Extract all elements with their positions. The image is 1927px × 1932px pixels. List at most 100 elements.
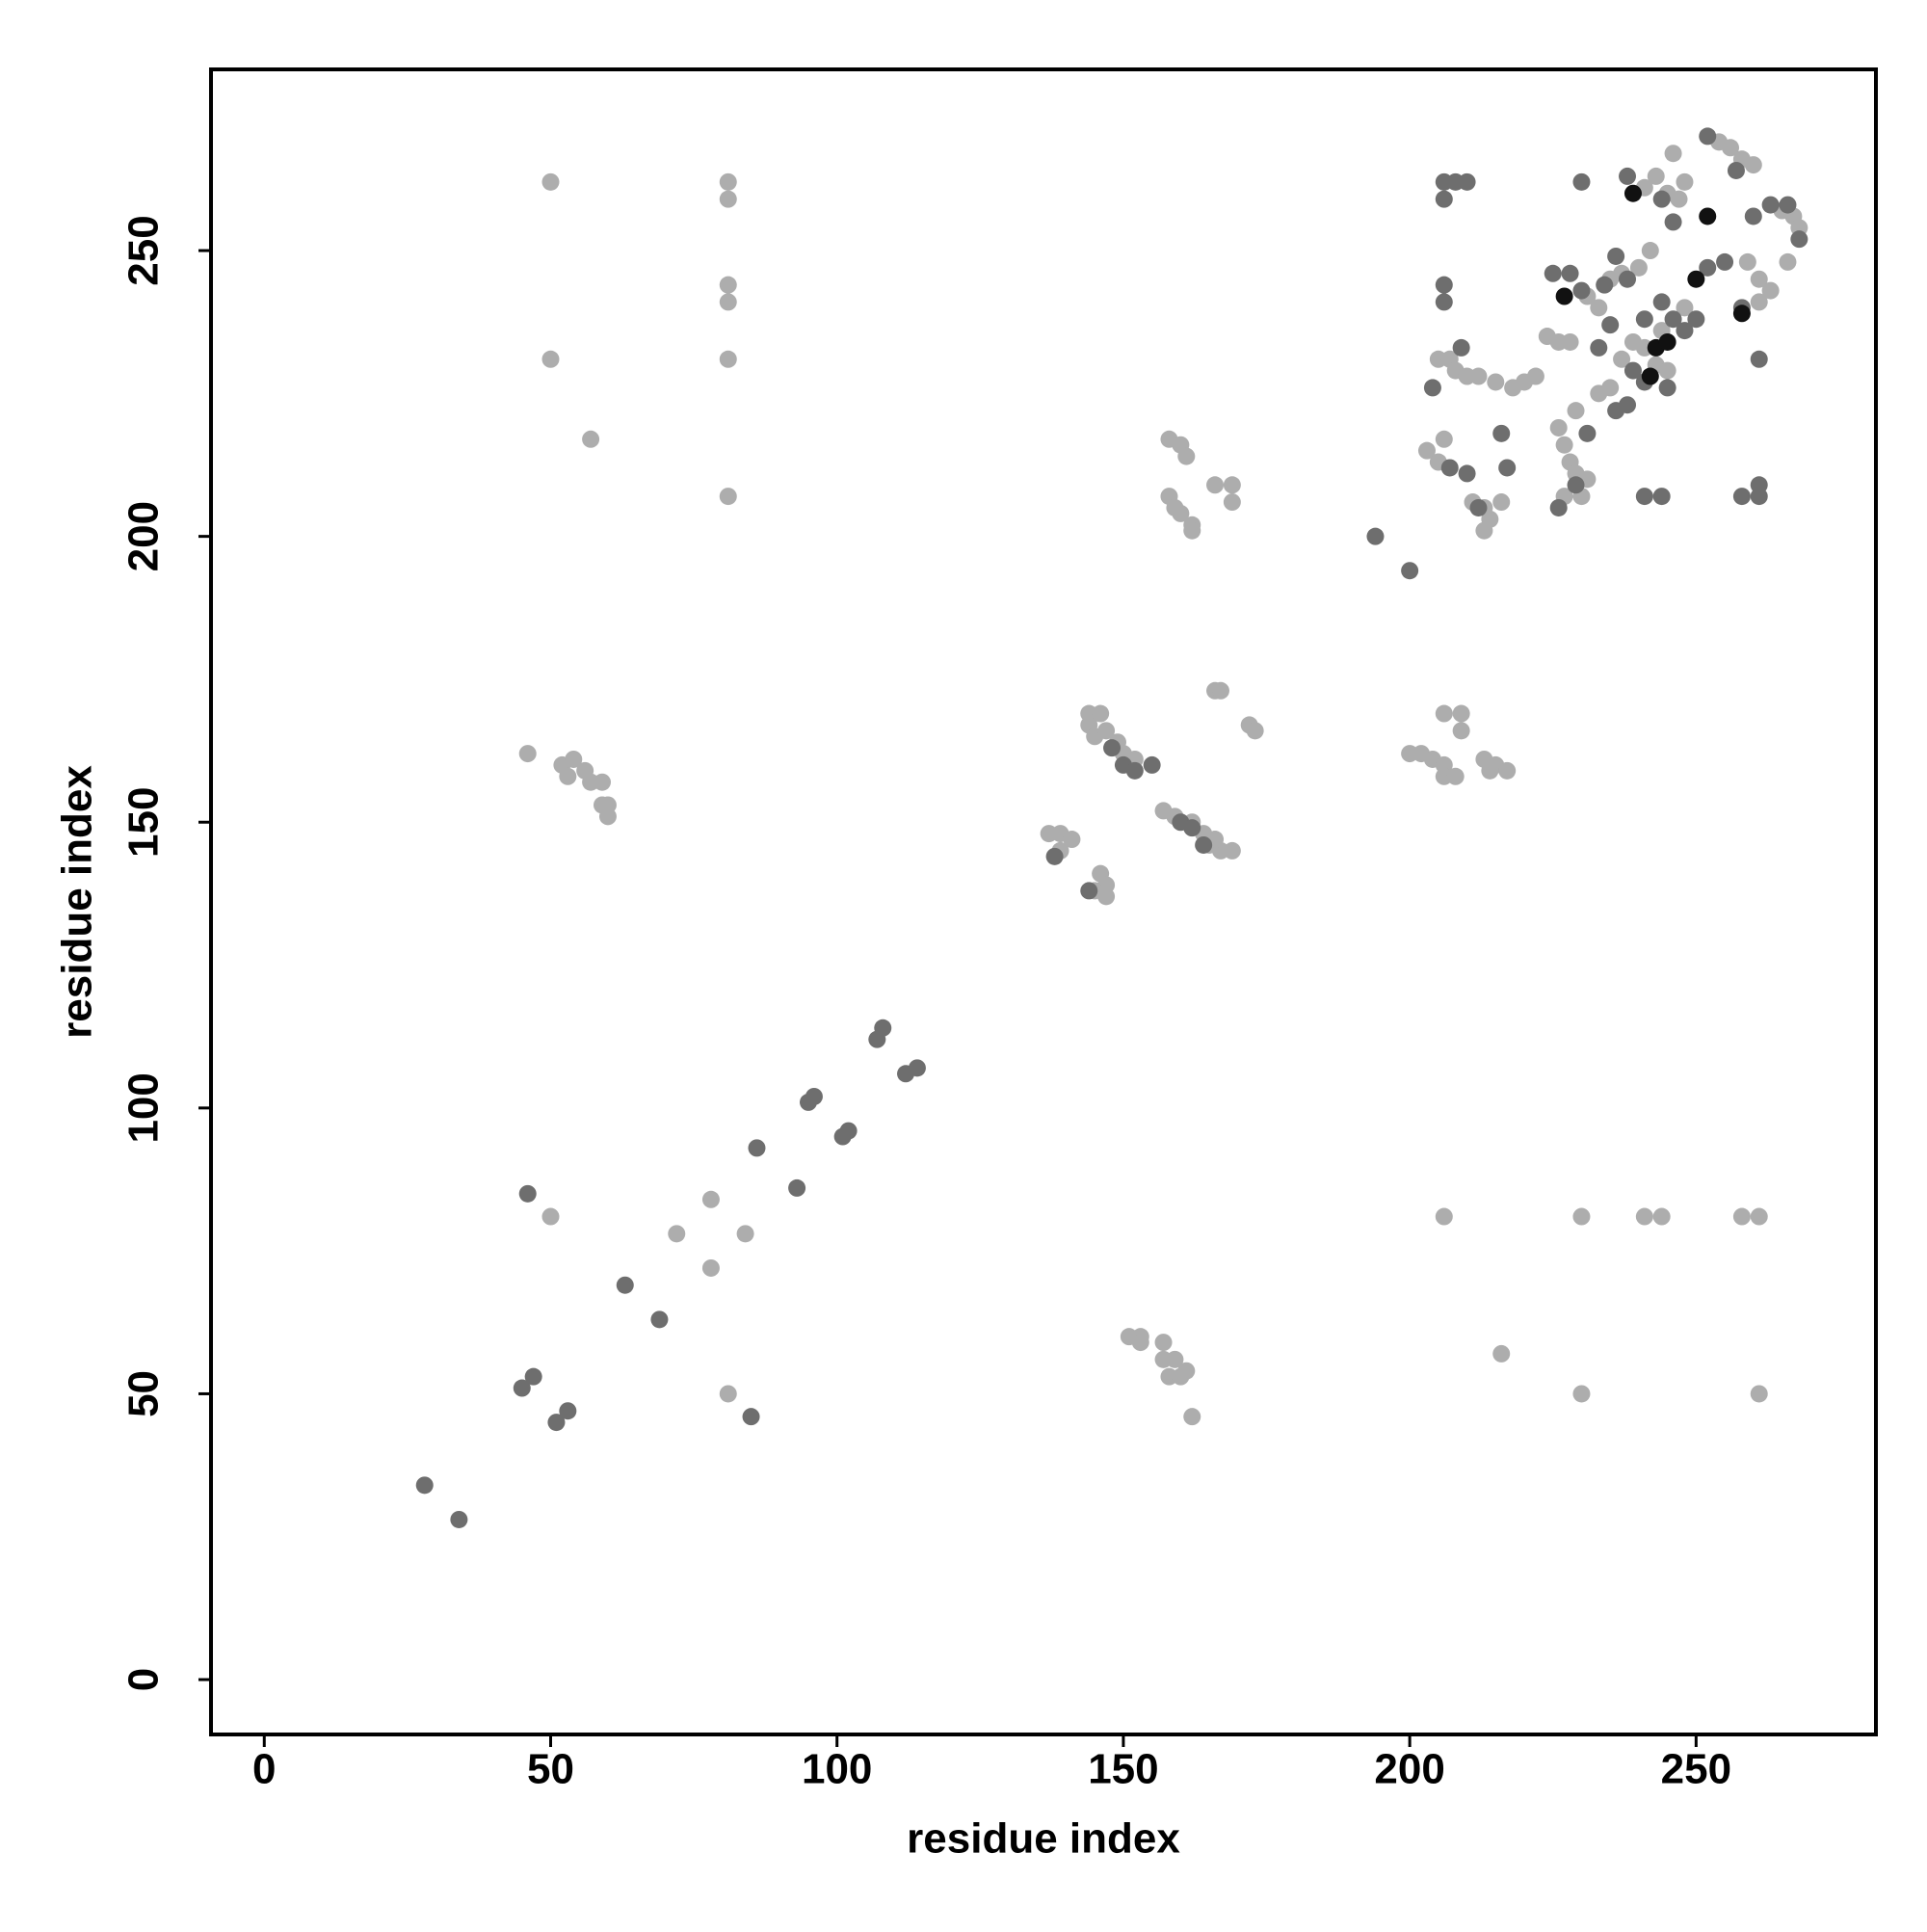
point: [1549, 418, 1568, 437]
point: [1446, 767, 1465, 785]
point: [719, 190, 737, 208]
point: [1143, 755, 1161, 774]
point: [1492, 493, 1511, 512]
point: [1641, 242, 1659, 260]
point: [1435, 276, 1453, 294]
point: [1498, 459, 1517, 477]
point: [582, 430, 600, 448]
x-tick-label: 150: [1088, 1746, 1158, 1793]
point: [1223, 493, 1241, 512]
point: [719, 172, 737, 191]
point: [1080, 882, 1098, 900]
point: [1750, 270, 1768, 288]
point: [788, 1178, 806, 1197]
point: [1596, 276, 1614, 294]
point: [719, 1385, 737, 1403]
point: [1761, 281, 1780, 300]
point: [1619, 270, 1637, 288]
x-tick-label: 0: [252, 1746, 276, 1793]
point: [1779, 252, 1797, 271]
point: [1206, 476, 1225, 494]
point: [1652, 488, 1671, 506]
point: [1647, 167, 1665, 185]
point: [1687, 310, 1705, 329]
point: [805, 1087, 823, 1105]
point: [1567, 402, 1585, 420]
point: [1492, 424, 1511, 442]
point: [1166, 1350, 1184, 1368]
point: [1435, 1207, 1453, 1226]
point: [1544, 264, 1562, 282]
y-axis-label: residue index: [54, 765, 101, 1039]
point: [839, 1122, 858, 1140]
point: [1761, 196, 1780, 214]
point: [547, 1414, 566, 1432]
x-tick-label: 50: [527, 1746, 574, 1793]
point: [1045, 847, 1064, 865]
point: [1103, 739, 1122, 757]
point: [1458, 464, 1476, 483]
point: [1601, 379, 1620, 397]
point: [1744, 207, 1762, 225]
point: [1732, 488, 1751, 506]
point: [1172, 504, 1190, 522]
point: [650, 1310, 669, 1329]
point: [1092, 704, 1110, 723]
point: [1481, 761, 1499, 780]
point: [1635, 1207, 1653, 1226]
point: [1699, 127, 1717, 146]
point: [518, 745, 537, 763]
point: [1750, 350, 1768, 368]
point: [1131, 1334, 1149, 1352]
point: [1417, 441, 1436, 460]
point: [1670, 190, 1688, 208]
point: [1555, 436, 1573, 454]
point: [1401, 562, 1419, 580]
point: [1790, 230, 1808, 249]
point: [1469, 498, 1488, 516]
point: [1561, 264, 1579, 282]
point: [1435, 293, 1453, 311]
point: [1664, 145, 1682, 163]
point: [1601, 316, 1620, 334]
point: [1635, 488, 1653, 506]
point: [1658, 361, 1676, 380]
point: [1097, 722, 1116, 740]
point: [1177, 1362, 1196, 1380]
point: [1664, 310, 1682, 329]
point: [719, 350, 737, 368]
point: [1732, 1207, 1751, 1226]
point: [1183, 521, 1201, 540]
point: [742, 1408, 760, 1426]
point: [1572, 172, 1591, 191]
x-tick-label: 250: [1661, 1746, 1731, 1793]
point: [541, 1207, 560, 1226]
point: [1435, 190, 1453, 208]
point: [1652, 1207, 1671, 1226]
point: [748, 1139, 766, 1157]
point: [1676, 322, 1694, 340]
point: [668, 1225, 686, 1243]
point: [565, 750, 583, 768]
point: [541, 350, 560, 368]
point: [1613, 350, 1631, 368]
point: [415, 1476, 434, 1495]
point: [719, 488, 737, 506]
y-tick-label: 100: [120, 1072, 168, 1143]
point: [1676, 299, 1694, 317]
point: [1492, 1344, 1511, 1363]
point: [1572, 281, 1591, 300]
point: [1623, 184, 1642, 202]
point: [1750, 1385, 1768, 1403]
point: [1526, 367, 1544, 385]
point: [616, 1276, 634, 1294]
x-tick-label: 200: [1374, 1746, 1444, 1793]
point: [1658, 332, 1676, 351]
point: [559, 767, 577, 785]
point: [518, 1184, 537, 1203]
point: [513, 1379, 531, 1397]
point: [719, 276, 737, 294]
point: [736, 1225, 754, 1243]
point: [1738, 252, 1756, 271]
